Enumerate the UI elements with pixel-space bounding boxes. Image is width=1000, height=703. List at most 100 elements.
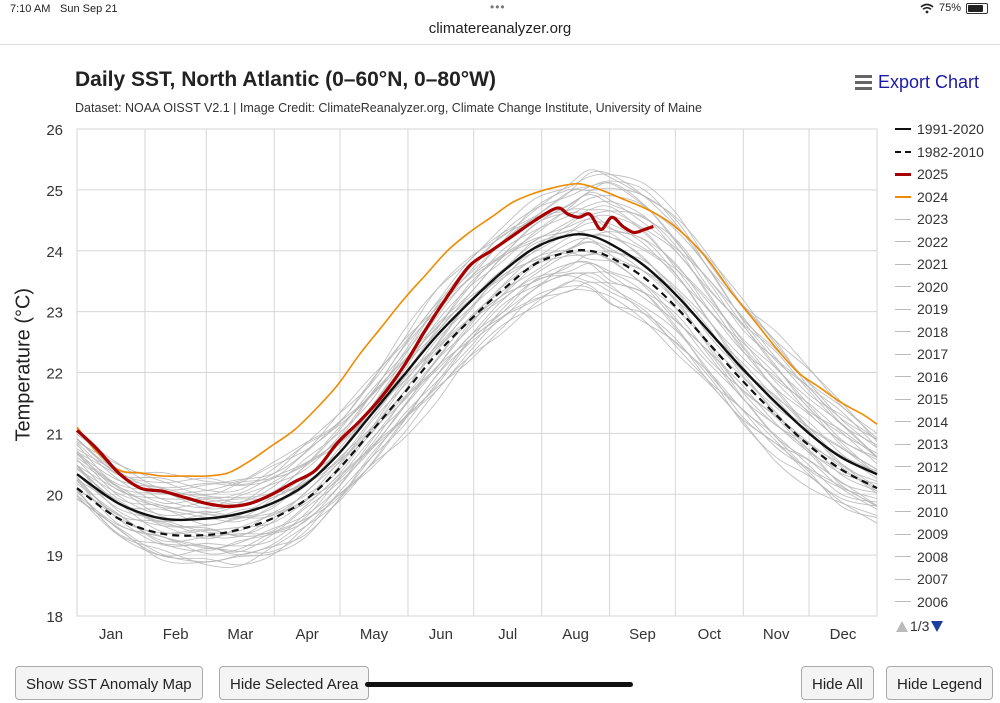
legend-item-2009[interactable]: 2009 <box>895 523 1000 546</box>
legend-prev-icon[interactable] <box>896 620 908 632</box>
legend-item-2024[interactable]: 2024 <box>895 186 1000 209</box>
legend-item-2014[interactable]: 2014 <box>895 411 1000 434</box>
legend-label: 2012 <box>917 458 949 475</box>
x-tick-label: Nov <box>763 626 790 643</box>
historical-year-line <box>76 187 878 493</box>
show-sst-anomaly-map-button[interactable]: Show SST Anomaly Map <box>15 666 203 700</box>
legend-item-2006[interactable]: 2006 <box>895 591 1000 614</box>
status-right: 75% <box>920 2 988 14</box>
status-date: Sun Sep 21 <box>60 3 118 15</box>
legend-label: 2010 <box>917 503 949 520</box>
battery-percent: 75% <box>938 2 961 14</box>
y-tick-label: 18 <box>46 609 63 626</box>
historical-year-line <box>76 241 878 534</box>
legend-item-2020[interactable]: 2020 <box>895 276 1000 299</box>
spaghetti-layer <box>76 169 878 568</box>
legend-item-2012[interactable]: 2012 <box>895 456 1000 479</box>
legend-item-2021[interactable]: 2021 <box>895 253 1000 276</box>
historical-year-line <box>76 180 878 496</box>
x-tick-label: Aug <box>562 626 589 643</box>
legend-item-2016[interactable]: 2016 <box>895 366 1000 389</box>
legend-item-2015[interactable]: 2015 <box>895 388 1000 411</box>
hide-all-button[interactable]: Hide All <box>801 666 874 700</box>
legend-label: 2019 <box>917 301 949 318</box>
hide-selected-area-button[interactable]: Hide Selected Area <box>219 666 370 700</box>
legend-label: 2006 <box>917 593 949 610</box>
legend-label: 2014 <box>917 413 949 430</box>
legend-item-2011[interactable]: 2011 <box>895 478 1000 501</box>
chart-subtitle: Dataset: NOAA OISST V2.1 | Image Credit:… <box>75 101 702 115</box>
legend-swatch <box>895 578 911 580</box>
legend-item-2025[interactable]: 2025 <box>895 163 1000 186</box>
legend-swatch <box>895 286 911 288</box>
historical-year-line <box>76 252 878 539</box>
legend-swatch <box>895 376 911 378</box>
multitasking-dots-icon[interactable]: ••• <box>490 0 506 14</box>
legend-item-2008[interactable]: 2008 <box>895 546 1000 569</box>
export-chart-label: Export Chart <box>878 72 980 92</box>
x-tick-label: Oct <box>698 626 722 643</box>
home-indicator <box>365 682 633 687</box>
axis-layer: 18 19 20 21 22 23 24 25 26 Jan Feb Mar Apr May Jun Jul A… <box>46 122 857 643</box>
status-time: 7:10 AM <box>10 3 51 15</box>
legend-item-1982-2010[interactable]: 1982-2010 <box>895 141 1000 164</box>
hide-legend-button[interactable]: Hide Legend <box>886 666 994 700</box>
historical-year-line <box>76 221 878 521</box>
legend-item-1991-2020[interactable]: 1991-2020 <box>895 118 1000 141</box>
legend-label: 1982-2010 <box>917 143 984 160</box>
legend-label: 2023 <box>917 211 949 228</box>
series-line-2024 <box>76 182 878 478</box>
historical-year-line <box>76 237 878 536</box>
export-chart-button[interactable]: Export Chart <box>855 72 979 93</box>
legend-item-2017[interactable]: 2017 <box>895 343 1000 366</box>
x-tick-label: Feb <box>163 626 189 643</box>
y-tick-label: 25 <box>46 183 63 200</box>
legend-label: 2022 <box>917 233 949 250</box>
series-layer <box>75 182 878 537</box>
legend-label: 2007 <box>917 571 949 588</box>
historical-year-line <box>76 218 878 519</box>
historical-year-line <box>76 289 878 564</box>
legend-item-2013[interactable]: 2013 <box>895 433 1000 456</box>
y-tick-label: 26 <box>46 122 63 139</box>
legend-item-2023[interactable]: 2023 <box>895 208 1000 231</box>
legend-label: 2013 <box>917 436 949 453</box>
legend-swatch <box>895 488 911 490</box>
y-tick-label: 20 <box>46 487 63 504</box>
legend-swatch <box>895 172 911 176</box>
legend-item-2019[interactable]: 2019 <box>895 298 1000 321</box>
legend-swatch <box>895 195 911 198</box>
historical-year-line <box>76 170 878 491</box>
legend-swatch <box>895 353 911 355</box>
legend-item-2018[interactable]: 2018 <box>895 321 1000 344</box>
legend-item-2022[interactable]: 2022 <box>895 231 1000 254</box>
y-tick-label: 24 <box>46 244 63 261</box>
historical-year-line <box>76 275 878 555</box>
series-line-1991-2020 <box>76 232 878 522</box>
historical-year-line <box>76 214 878 518</box>
historical-year-line <box>76 280 878 566</box>
status-bar: 7:10 AM Sun Sep 21 ••• 75% <box>0 0 1000 18</box>
address-bar[interactable]: climatereanalyzer.org <box>0 18 1000 45</box>
legend-swatch <box>895 511 911 513</box>
legend-swatch <box>895 466 911 468</box>
series-line-1982-2010 <box>76 248 878 537</box>
battery-icon <box>966 2 988 14</box>
legend-next-icon[interactable] <box>931 620 944 632</box>
y-tick-label: 22 <box>46 366 63 383</box>
grid-layer <box>76 128 878 617</box>
legend-swatch <box>895 533 911 535</box>
historical-year-line <box>76 194 878 503</box>
legend-label: 2020 <box>917 278 949 295</box>
legend-page: 1/3 <box>910 618 930 634</box>
historical-year-line <box>76 261 878 553</box>
wifi-icon <box>920 3 934 13</box>
legend-item-2010[interactable]: 2010 <box>895 501 1000 524</box>
legend-label: 2015 <box>917 391 949 408</box>
legend-item-2007[interactable]: 2007 <box>895 568 1000 591</box>
historical-year-line <box>76 181 878 494</box>
y-tick-label: 23 <box>46 305 63 322</box>
legend-label: 2008 <box>917 548 949 565</box>
legend-label: 2018 <box>917 323 949 340</box>
